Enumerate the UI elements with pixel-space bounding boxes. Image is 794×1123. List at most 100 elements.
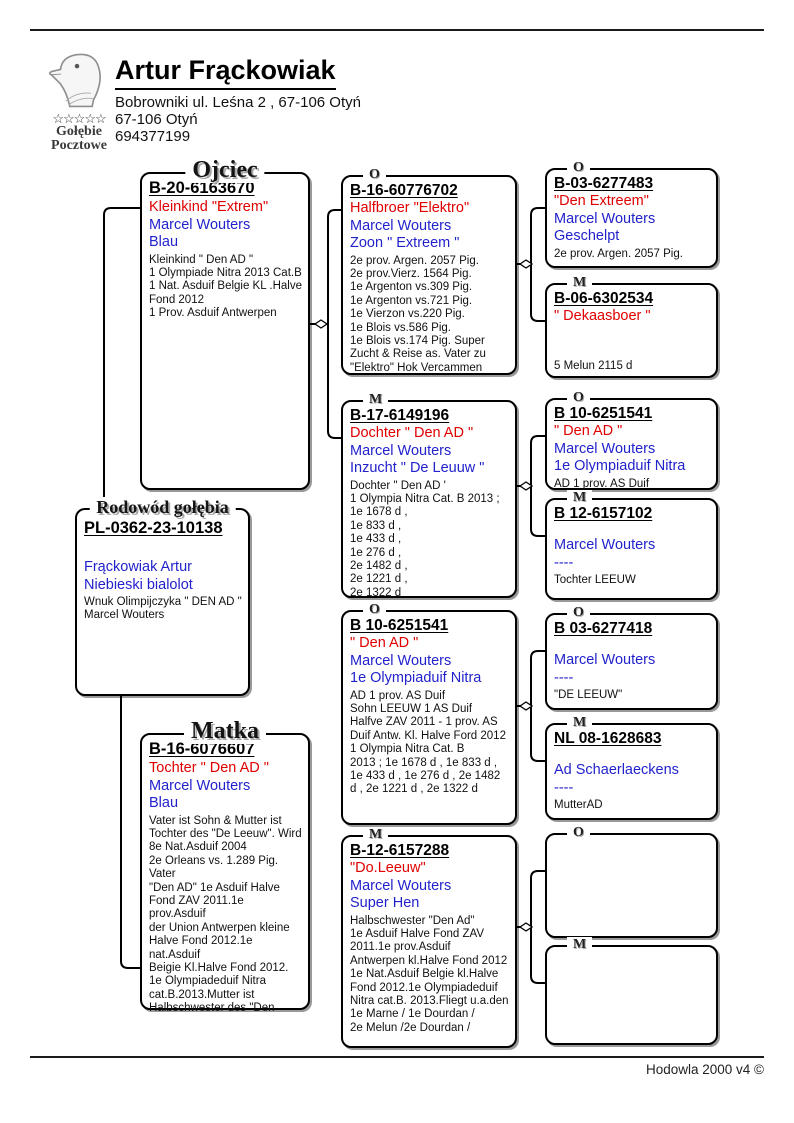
owner-phone: 694377199 <box>115 128 191 145</box>
breeder-name: Marcel Wouters <box>350 442 452 459</box>
owner-name: Artur Frąckowiak <box>115 55 336 90</box>
header-top-rule <box>30 29 764 31</box>
sex-label: O <box>567 390 590 405</box>
lineage-note: Inzucht " De Leuuw " <box>350 460 485 476</box>
achievements-text: AD 1 prov. AS Duif Sohn LEEUW 1 AS Duif … <box>350 689 506 796</box>
logo-text-line2: Pocztowe <box>51 138 107 153</box>
achievements-text: Tochter LEEUW <box>554 574 636 586</box>
achievements-text: Halbschwester "Den Ad" 1e Asduif Halve F… <box>350 914 509 1034</box>
breeder-name: Ad Schaerlaeckens <box>554 762 679 778</box>
dash-note: ---- <box>554 554 574 571</box>
software-credit: Hodowla 2000 v4 © <box>645 1062 764 1077</box>
breeder-name: Marcel Wouters <box>554 537 656 553</box>
dash-note: ---- <box>554 779 574 796</box>
color-note: Geschelpt <box>554 228 620 244</box>
dash-note: ---- <box>554 669 574 686</box>
owner-of-pigeon: Frąckowiak Artur <box>84 559 192 575</box>
sex-label: M <box>567 937 593 952</box>
sex-label: O <box>567 160 590 175</box>
achievements-text: Dochter " Den AD ' 1 Olympia Nitra Cat. … <box>350 479 500 599</box>
club-logo: ☆☆☆☆☆ Gołębie Pocztowe <box>40 52 118 153</box>
logo-stars: ☆☆☆☆☆ <box>52 111 106 126</box>
pigeon-name: Kleinkind "Extrem" <box>149 199 269 215</box>
color-note: Blau <box>149 234 179 250</box>
achievements-text: AD 1 prov. AS Duif <box>554 477 650 490</box>
pigeon-name: Dochter " Den AD " <box>350 425 474 441</box>
breeder-name: Marcel Wouters <box>554 210 656 227</box>
sex-label: O <box>567 605 590 620</box>
pedigree-box-fm: M B-17-6149196 Dochter " Den AD " Marcel… <box>341 392 517 599</box>
ring-number: B 03-6277418 <box>554 620 653 637</box>
color-note: Blau <box>149 795 179 811</box>
ring-number: B 12-6157102 <box>554 505 653 522</box>
achievements-text: "DE LEEUW" <box>554 689 623 701</box>
breeder-name: Marcel Wouters <box>350 877 452 894</box>
breeder-name: Marcel Wouters <box>554 440 656 457</box>
pigeon-head-icon <box>48 53 101 108</box>
ring-number: B-16-6076607 <box>149 740 255 758</box>
achievements-text: 2e prov. Argen. 2057 Pig. 2e prov.Vierz.… <box>350 254 486 374</box>
ring-number: B 10-6251541 <box>554 405 653 422</box>
sex-label: M <box>363 392 389 407</box>
pedigree-box-ff: O B-16-60776702 Halfbroer "Elektro" Marc… <box>341 167 517 375</box>
pedigree-box-mmm: M <box>545 937 718 1045</box>
sex-label: M <box>363 827 389 842</box>
pigeon-name: " Den AD " <box>554 423 623 439</box>
pedigree-box-fmm: M B 12-6157102 Marcel Wouters ---- Tocht… <box>545 490 718 600</box>
section-title-mother: Matka <box>184 718 266 744</box>
achievements-text: 5 Melun 2115 d <box>554 359 633 372</box>
breeder-name: Marcel Wouters <box>149 216 251 233</box>
ring-number: B-12-6157288 <box>350 842 450 859</box>
ring-number: B 10-6251541 <box>350 617 449 634</box>
sex-label: M <box>567 715 593 730</box>
breeder-name: Marcel Wouters <box>350 652 452 669</box>
sex-label: O <box>567 825 590 840</box>
section-title-subject: Rodowód gołębia <box>89 497 236 517</box>
achievements-text: Kleinkind " Den AD " 1 Olympiade Nitra 2… <box>149 253 302 320</box>
color-note: Niebieski bialolot <box>84 576 193 593</box>
lineage-note: Zoon " Extreem " <box>350 235 460 251</box>
pigeon-name: Tochter " Den AD " <box>149 760 269 776</box>
pigeon-name: Halfbroer "Elektro" <box>350 200 470 216</box>
ring-number: B-03-6277483 <box>554 175 654 192</box>
achievements-text: Wnuk Olimpijczyka " DEN AD " Marcel Wout… <box>84 596 242 622</box>
ring-number: B-17-6149196 <box>350 407 450 424</box>
owner-address-line2: 67-106 Otyń <box>115 111 198 128</box>
sex-label: M <box>567 490 593 505</box>
owner-address: Bobrowniki ul. Leśna 2 , 67-106 Otyń 67-… <box>115 94 361 145</box>
owner-address-line1: Bobrowniki ul. Leśna 2 , 67-106 Otyń <box>115 94 361 111</box>
pedigree-box-subject: Rodowód gołębia PL-0362-23-10138 Frąckow… <box>75 497 250 696</box>
pedigree-box-mm: M B-12-6157288 "Do.Leeuw" Marcel Wouters… <box>341 827 517 1048</box>
pigeon-name: " Den AD " <box>350 635 419 651</box>
ring-number: B-06-6302534 <box>554 290 654 307</box>
breeder-name: Marcel Wouters <box>554 652 656 668</box>
sex-label: O <box>363 602 386 617</box>
lineage-note: 1e Olympiaduif Nitra <box>554 458 686 474</box>
breeder-name: Marcel Wouters <box>350 217 452 234</box>
ring-number: PL-0362-23-10138 <box>84 519 223 537</box>
pigeon-name: " Dekaasboer " <box>554 308 651 324</box>
pedigree-box-mf: O B 10-6251541 " Den AD " Marcel Wouters… <box>341 602 517 825</box>
section-title-father: Ojciec <box>185 157 265 183</box>
pedigree-box-father: Ojciec B-20-6163670 Kleinkind "Extrem" M… <box>140 157 310 490</box>
pedigree-box-mother: Matka B-16-6076607 Tochter " Den AD " Ma… <box>140 718 310 1014</box>
ring-number: NL 08-1628683 <box>554 730 662 747</box>
lineage-note: 1e Olympiaduif Nitra <box>350 670 482 686</box>
ring-number: B-16-60776702 <box>350 182 458 199</box>
pedigree-box-mmf: O <box>545 825 718 938</box>
achievements-text: 2e prov. Argen. 2057 Pig. <box>554 247 683 260</box>
pedigree-box-mfm: M NL 08-1628683 Ad Schaerlaeckens ---- M… <box>545 715 718 820</box>
ring-number: B-20-6163670 <box>149 179 255 197</box>
footer-rule <box>30 1056 764 1058</box>
breeder-name: Marcel Wouters <box>149 777 251 794</box>
pedigree-box-fmf: O B 10-6251541 " Den AD " Marcel Wouters… <box>545 390 718 490</box>
pedigree-box-fff: O B-03-6277483 "Den Extreem" Marcel Wout… <box>545 160 718 268</box>
pigeon-name: "Do.Leeuw" <box>350 860 426 876</box>
lineage-note: Super Hen <box>350 895 420 911</box>
achievements-text: Vater ist Sohn & Mutter ist Tochter des … <box>149 814 302 1015</box>
achievements-text: MutterAD <box>554 799 603 811</box>
pigeon-name: "Den Extreem" <box>554 193 649 209</box>
sex-label: M <box>567 275 593 290</box>
logo-text-line1: Gołębie <box>56 124 102 139</box>
